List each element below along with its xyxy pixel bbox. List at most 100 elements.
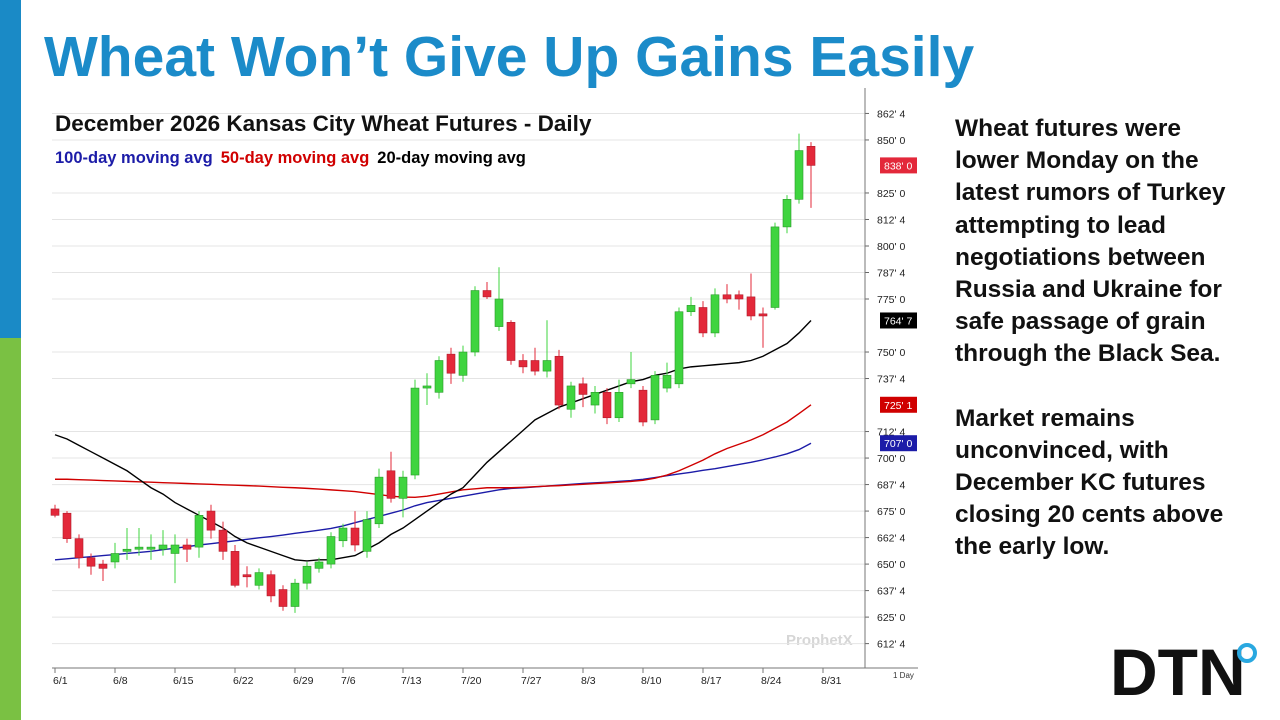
candle-body (506, 322, 516, 361)
y-tick-label: 800' 0 (877, 241, 905, 253)
candle-body (758, 313, 768, 317)
candle-body (734, 294, 744, 300)
ma-line (55, 404, 812, 498)
x-tick-label: 8/3 (581, 675, 596, 687)
candle-body (302, 565, 312, 584)
candle-body (122, 548, 132, 552)
legend-entry: 100-day moving avg (55, 149, 213, 167)
candle-body (446, 353, 456, 374)
candle-body (638, 389, 648, 423)
candle-body (62, 512, 72, 539)
logo: DTN (1110, 635, 1246, 709)
candle-body (698, 307, 708, 334)
notes: Wheat futures were lower Monday on the l… (955, 113, 1250, 596)
candle-body (410, 387, 420, 476)
accent-bar-blue (0, 0, 21, 338)
x-tick-label: 7/6 (341, 675, 356, 687)
candle-body (170, 544, 180, 554)
x-tick-label: 8/10 (641, 675, 662, 687)
candle-body (338, 527, 348, 542)
candle-body (422, 385, 432, 389)
candle-body (74, 538, 84, 559)
candle-body (662, 375, 672, 389)
x-tick-label: 7/13 (401, 675, 422, 687)
candle-body (590, 392, 600, 406)
legend-entry: 50-day moving avg (221, 149, 370, 167)
y-tick-label: 737' 4 (877, 374, 905, 386)
candle-body (614, 392, 624, 419)
price-tag (880, 157, 917, 174)
candle-body (770, 226, 780, 308)
candle-body (386, 470, 396, 499)
candle-body (518, 360, 528, 368)
candle-body (254, 572, 264, 586)
candle-body (470, 290, 480, 353)
candle-body (650, 375, 660, 421)
candle-body (794, 150, 804, 200)
candle-body (494, 298, 504, 327)
candle-body (806, 146, 816, 166)
price-tag-label: 764' 7 (884, 315, 912, 327)
y-tick-label: 850' 0 (877, 135, 905, 147)
watermark: ProphetX (786, 632, 853, 649)
price-tag-label: 838' 0 (884, 160, 912, 172)
y-tick-label: 700' 0 (877, 453, 905, 465)
x-tick-label: 6/1 (53, 675, 68, 687)
y-tick-label: 862' 4 (877, 108, 905, 120)
ma-line (54, 442, 812, 561)
candle-body (674, 311, 684, 385)
candle-body (218, 529, 228, 552)
y-tick-label: 825' 0 (877, 188, 905, 200)
candle-body (374, 476, 384, 525)
candle-body (398, 476, 408, 499)
candle-body (602, 392, 612, 419)
price-tag-label: 725' 1 (884, 400, 912, 412)
candle-body (278, 589, 288, 607)
candle-body (206, 510, 216, 531)
y-tick-label: 787' 4 (877, 267, 905, 279)
candle-body (146, 546, 156, 550)
x-tick-label: 6/15 (173, 675, 194, 687)
candle-body (182, 544, 192, 550)
x-tick-label: 8/24 (761, 675, 782, 687)
y-tick-label: 637' 4 (877, 586, 905, 598)
candle-body (566, 385, 576, 410)
x-tick-label: 6/22 (233, 675, 254, 687)
candle-body (230, 551, 240, 586)
candle-body (782, 199, 792, 228)
y-tick-label: 650' 0 (877, 559, 905, 571)
paragraph: Market remains unconvinced, with Decembe… (955, 404, 1224, 561)
candle-body (542, 360, 552, 372)
y-tick-label: 625' 0 (877, 612, 905, 624)
candle-body (350, 527, 360, 546)
candle-body (194, 515, 204, 548)
y-tick-label: 675' 0 (877, 506, 905, 518)
candle-body (530, 360, 540, 372)
price-tag-label: 707' 0 (884, 438, 912, 450)
x-tick-label: 8/31 (821, 675, 842, 687)
candle-body (434, 360, 444, 393)
candle-body (326, 536, 336, 565)
candle-body (242, 574, 252, 578)
x-tick-label: 7/27 (521, 675, 542, 687)
candle-body (50, 508, 60, 516)
legend-entry: 20-day moving avg (377, 149, 526, 167)
candle-body (362, 519, 372, 552)
y-tick-label: 812' 4 (877, 214, 905, 226)
y-tick-label: 612' 4 (877, 639, 905, 651)
x-tick-label: 6/29 (293, 675, 314, 687)
candle-body (266, 574, 276, 597)
price-tag (880, 312, 917, 329)
candle-body (86, 557, 96, 567)
y-tick-label: 662' 4 (877, 533, 905, 545)
candle-body (686, 305, 696, 313)
candle-body (290, 582, 300, 607)
x-tick-label: 6/8 (113, 675, 128, 687)
x-tick-label: 7/20 (461, 675, 482, 687)
logo-dot (1237, 643, 1257, 663)
candle-body (710, 294, 720, 334)
interval-label: 1 Day (893, 671, 914, 680)
candle-body (578, 383, 588, 395)
